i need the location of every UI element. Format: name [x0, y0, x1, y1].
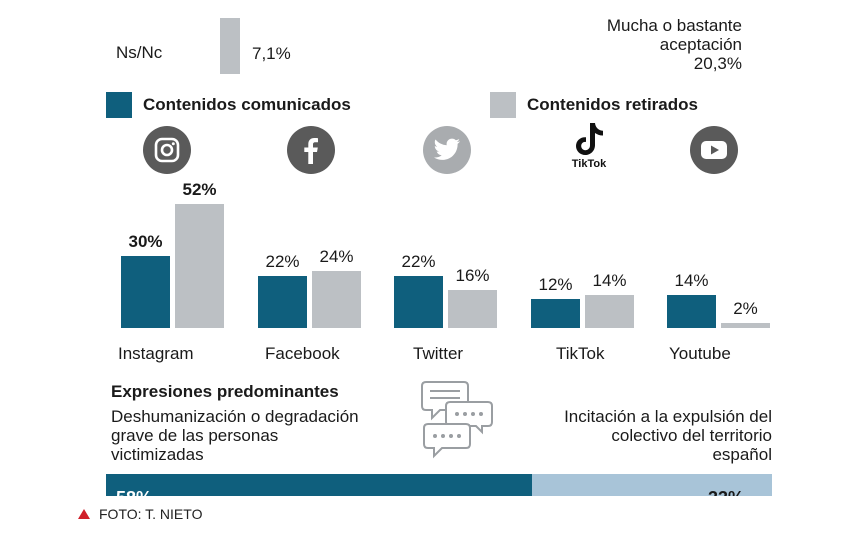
chat-bubbles-icon [420, 378, 496, 464]
bar-label-instagram-comunicados: 30% [128, 232, 163, 252]
expresiones-right-line1: Incitación a la expulsión del [564, 407, 772, 426]
tiktok-logo-text: TikTok [571, 158, 607, 170]
platform-label-twitter: Twitter [413, 344, 464, 363]
platform-label-instagram: Instagram [118, 344, 194, 363]
bar-label-facebook-retirados: 24% [319, 246, 354, 266]
expresiones-left-value: 58% [116, 488, 152, 496]
expresiones-right-value: 33% [708, 488, 744, 496]
bar-label-tiktok-comunicados: 12% [538, 275, 573, 295]
bar-label-youtube-comunicados: 14% [674, 270, 709, 290]
bar-instagram-retirados [175, 204, 224, 328]
bar-tiktok-comunicados [531, 299, 580, 328]
expresiones-title: Expresiones predominantes [111, 382, 339, 401]
nsnc-label: Ns/Nc [116, 43, 163, 62]
expresiones-right-line3: español [712, 445, 772, 464]
bar-label-instagram-retirados: 52% [182, 180, 217, 199]
legend-swatch-retirados [490, 92, 516, 118]
legend-swatch-comunicados [106, 92, 132, 118]
bar-twitter-retirados [448, 289, 497, 328]
photo-caption: FOTO: T. NIETO [78, 506, 202, 522]
bar-label-facebook-comunicados: 22% [265, 251, 300, 271]
legend-label-comunicados: Contenidos comunicados [143, 95, 351, 114]
expresiones-left-line2: grave de las personas [111, 426, 279, 445]
platform-label-facebook: Facebook [265, 344, 340, 363]
bar-instagram-comunicados [121, 256, 170, 328]
infographic: Ns/Nc 7,1% Mucha o bastante aceptación 2… [106, 16, 772, 496]
bar-label-twitter-retirados: 16% [455, 265, 490, 285]
caption-text: FOTO: T. NIETO [99, 506, 203, 522]
acceptance-line2: aceptación [659, 35, 742, 54]
nsnc-bar [220, 18, 240, 74]
facebook-icon [287, 126, 335, 174]
acceptance-block: Mucha o bastante aceptación 20,3% [482, 16, 742, 73]
expresiones-bar-right [532, 474, 772, 496]
acceptance-line1: Mucha o bastante [606, 16, 742, 35]
expresiones-right-text: Incitación a la expulsión del colectivo … [512, 407, 772, 464]
legend-label-retirados: Contenidos retirados [527, 95, 698, 114]
bar-tiktok-retirados [585, 294, 634, 328]
bar-youtube-comunicados [667, 294, 716, 328]
caption-triangle-icon [78, 509, 90, 519]
expresiones-left-line3: victimizadas [111, 445, 204, 464]
expresiones-right-line2: colectivo del territorio [611, 426, 772, 445]
expresiones-left-line1: Deshumanización o degradación [111, 407, 359, 426]
expresiones-bar-left [106, 474, 532, 496]
bar-twitter-comunicados [394, 275, 443, 328]
bar-youtube-retirados [721, 323, 770, 328]
acceptance-value: 20,3% [693, 54, 742, 73]
tiktok-icon: TikTok [560, 120, 618, 176]
youtube-icon [690, 126, 738, 174]
bar-label-youtube-retirados: 2% [733, 299, 758, 319]
bar-label-twitter-comunicados: 22% [401, 251, 436, 271]
nsnc-value: 7,1% [252, 44, 291, 63]
instagram-icon [143, 126, 191, 174]
bar-label-tiktok-retirados: 14% [592, 270, 627, 290]
bar-facebook-comunicados [258, 275, 307, 328]
platform-label-tiktok: TikTok [556, 344, 605, 363]
expresiones-left-text: Deshumanización o degradación grave de l… [111, 407, 411, 464]
bar-facebook-retirados [312, 270, 361, 328]
twitter-icon [423, 126, 471, 174]
platform-label-youtube: Youtube [669, 344, 731, 363]
